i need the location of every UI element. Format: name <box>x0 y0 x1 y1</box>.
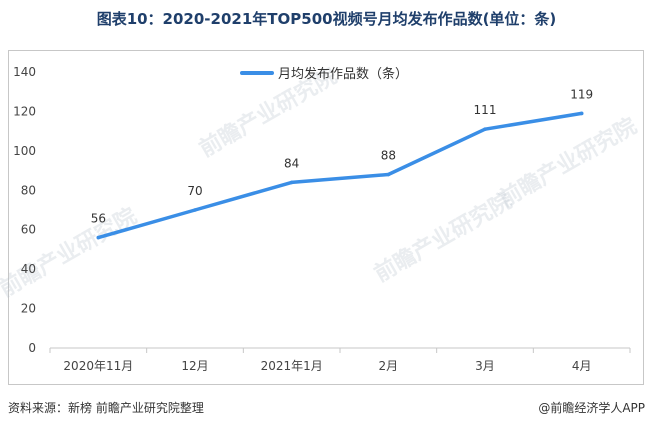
y-tick-label-100: 100 <box>13 144 36 158</box>
data-point <box>579 111 584 116</box>
y-tick-label-0: 0 <box>28 341 36 355</box>
legend-label: 月均发布作品数（条） <box>278 67 409 82</box>
x-tick-label: 12月 <box>181 359 208 373</box>
y-tick-label-80: 80 <box>21 183 36 197</box>
data-label: 119 <box>570 87 593 101</box>
data-label: 111 <box>474 103 497 117</box>
y-tick-label-140: 140 <box>13 65 36 79</box>
brand-credit: @前瞻经济学人APP <box>538 401 645 415</box>
data-label: 70 <box>187 184 202 198</box>
y-tick-label-20: 20 <box>21 302 36 316</box>
legend: 月均发布作品数（条） <box>240 63 408 82</box>
x-tick-label: 2021年1月 <box>261 359 323 373</box>
source-note: 资料来源：新榜 前瞻产业研究院整理 <box>8 401 204 415</box>
chart-title: 图表10：2020-2021年TOP500视频号月均发布作品数(单位：条) <box>96 10 557 28</box>
y-tick-label-60: 60 <box>21 223 36 237</box>
x-tick-label: 3月 <box>475 359 495 373</box>
data-label: 84 <box>284 156 299 170</box>
data-point <box>96 235 101 240</box>
plot-frame <box>8 50 644 385</box>
footer: 资料来源：新榜 前瞻产业研究院整理 @前瞻经济学人APP <box>0 393 653 423</box>
data-point <box>483 127 487 131</box>
data-label: 88 <box>381 149 396 163</box>
y-tick-label-120: 120 <box>13 104 36 118</box>
data-point <box>193 208 197 212</box>
x-tick-label: 2020年11月 <box>63 359 133 373</box>
data-point <box>289 180 294 185</box>
data-point <box>386 172 391 177</box>
x-tick-label: 2月 <box>379 359 399 373</box>
x-tick-label: 4月 <box>572 359 592 373</box>
series-line <box>96 111 584 240</box>
y-tick-label-40: 40 <box>21 262 36 276</box>
legend-swatch <box>240 70 274 75</box>
data-label: 56 <box>91 212 106 226</box>
